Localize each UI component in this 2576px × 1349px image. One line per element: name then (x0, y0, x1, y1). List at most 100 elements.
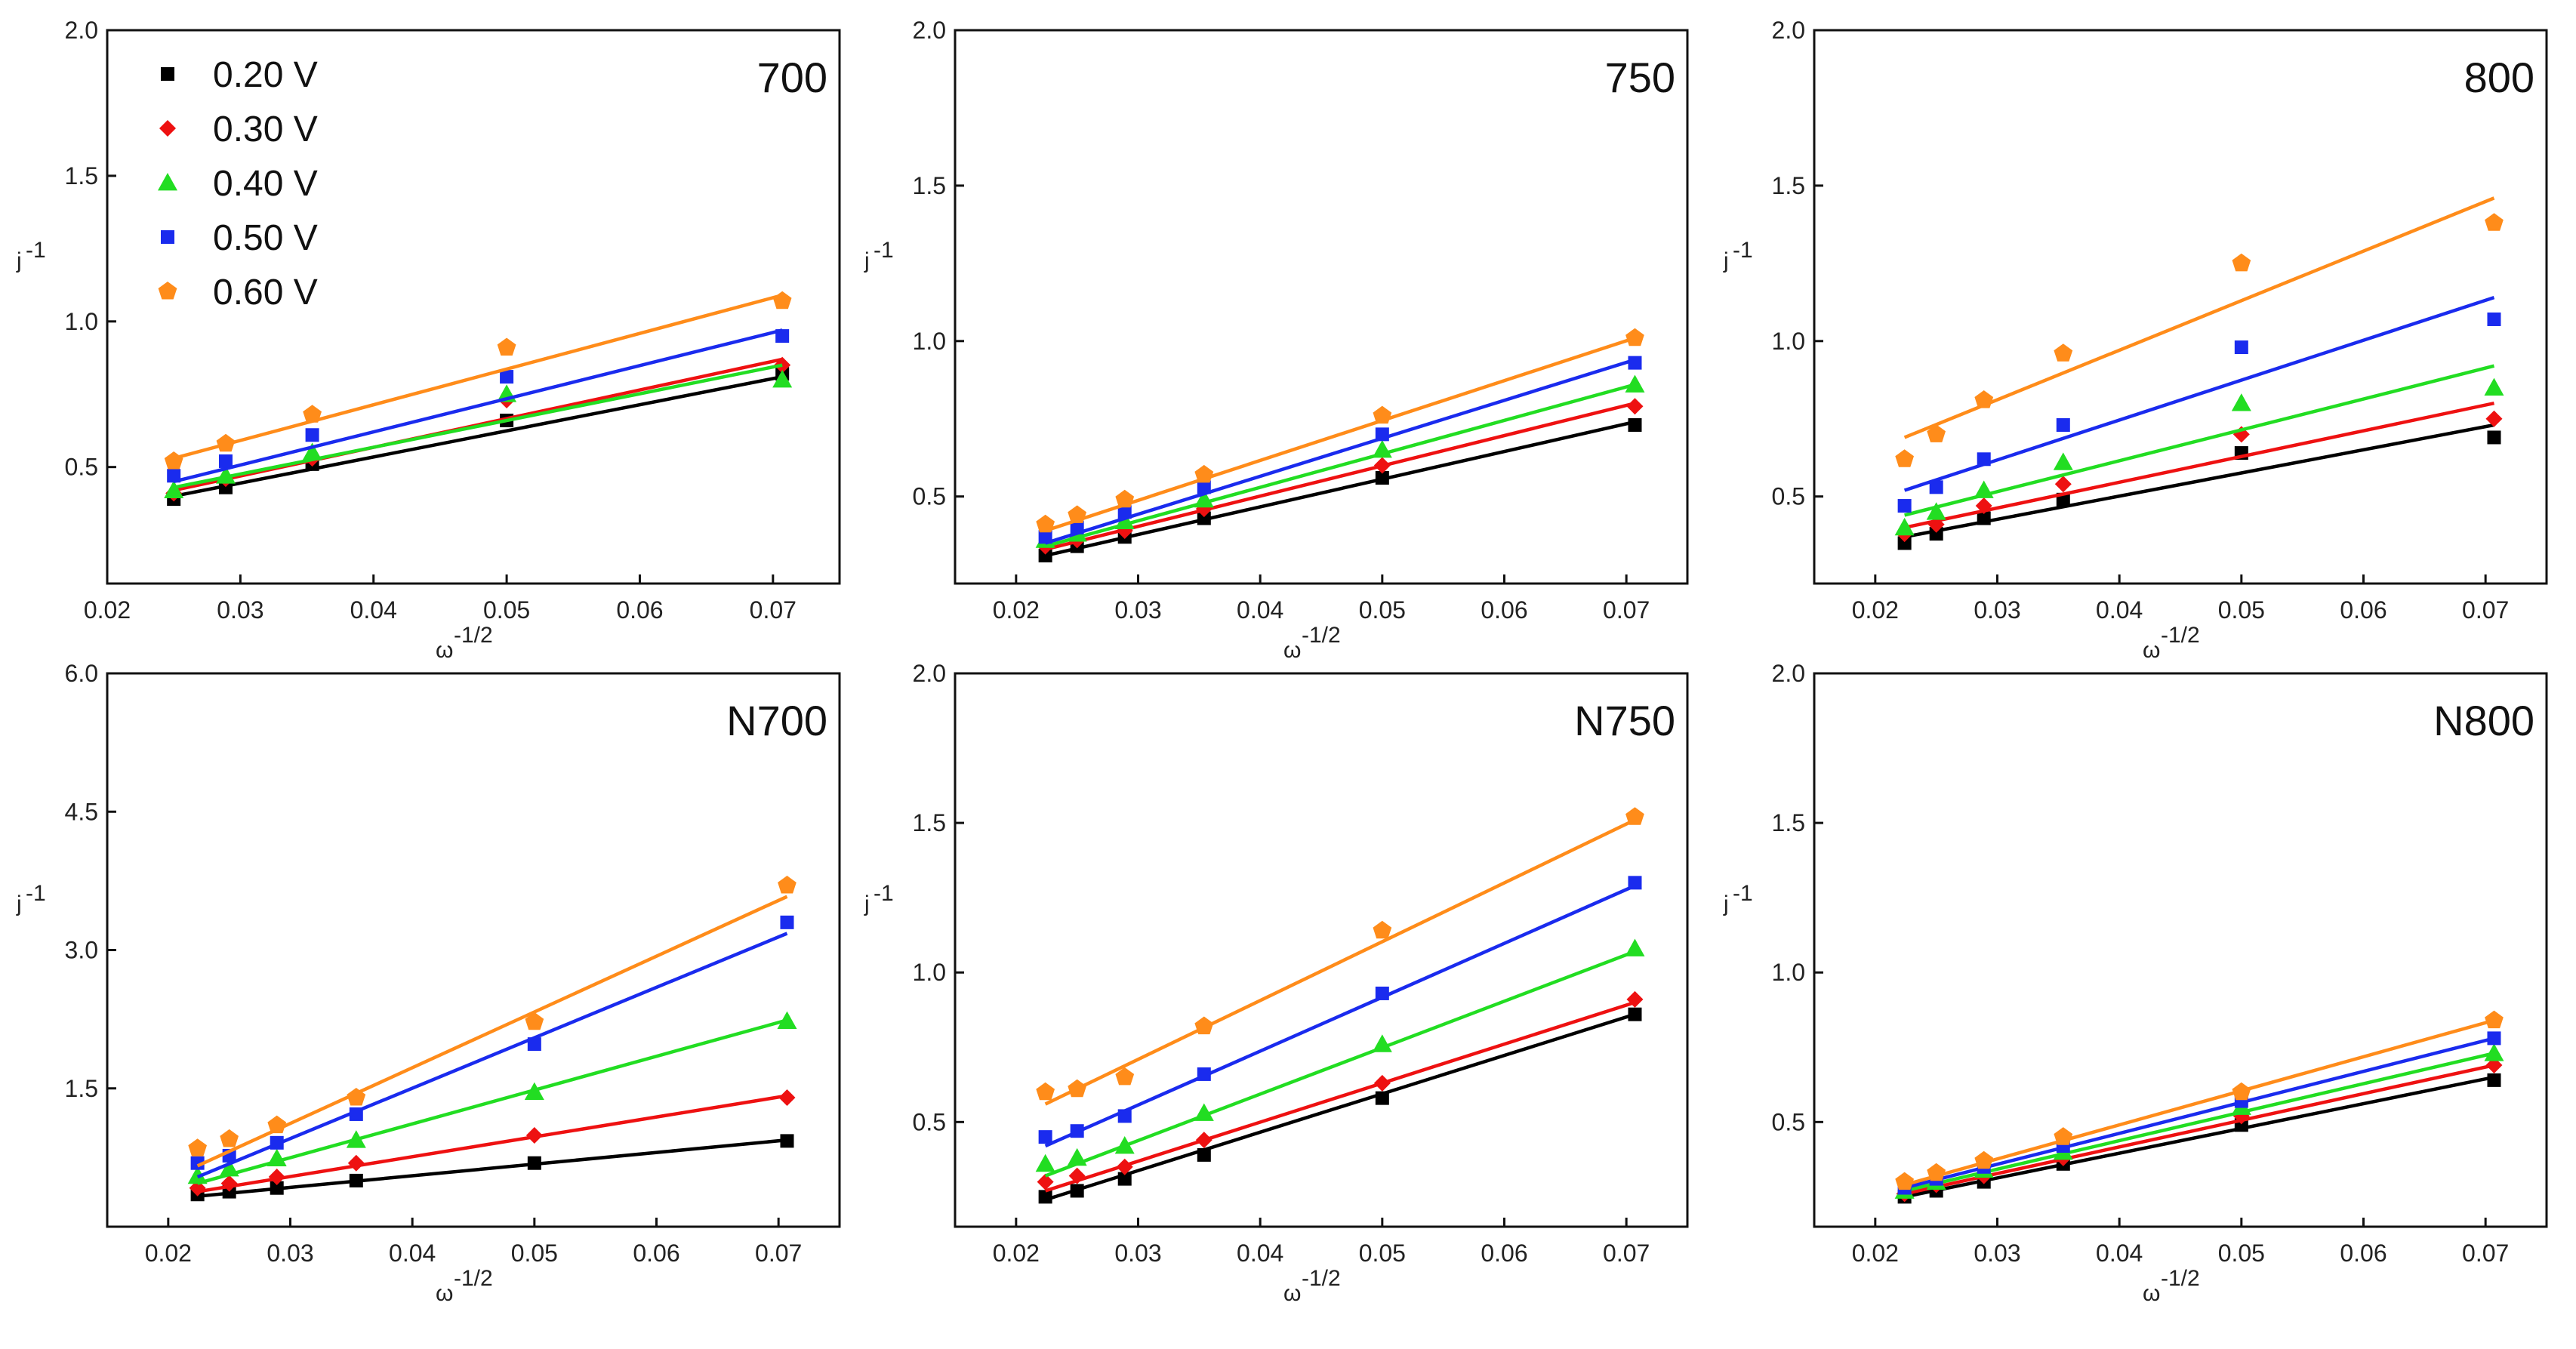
fit-line (173, 363, 783, 489)
y-tick-label: 0.5 (1772, 483, 1805, 510)
legend-marker (158, 173, 177, 191)
y-tick-label: 1.5 (913, 809, 946, 836)
fit-line (1045, 401, 1636, 551)
series-050 (1897, 296, 2501, 513)
data-point (2053, 452, 2073, 470)
data-point (303, 405, 322, 423)
data-point (1372, 1034, 1392, 1052)
data-point (2054, 476, 2072, 493)
x-tick-label: 0.03 (1114, 1240, 1161, 1267)
data-point (216, 433, 236, 452)
series-060 (188, 876, 797, 1168)
data-point (1375, 1091, 1389, 1105)
data-point (2485, 410, 2503, 427)
x-tick-label: 0.05 (483, 596, 530, 624)
y-tick-label: 1.5 (65, 1075, 98, 1102)
fit-line (1045, 420, 1635, 558)
data-point (2487, 430, 2501, 445)
data-point (347, 1154, 365, 1172)
fit-line (1904, 364, 2495, 517)
data-point (218, 454, 233, 468)
data-point (305, 428, 319, 442)
series-030 (1037, 990, 1644, 1193)
x-tick-label: 0.06 (1481, 596, 1527, 624)
data-point (500, 370, 514, 384)
data-point (270, 1181, 284, 1195)
x-tick-label: 0.06 (616, 596, 663, 624)
x-axis-label-exponent: -1/2 (454, 1266, 493, 1291)
y-axis-label-exponent: -1 (1733, 238, 1753, 263)
data-point (778, 876, 797, 894)
data-point (1373, 920, 1392, 939)
data-point (1116, 1158, 1133, 1175)
x-tick-label: 0.02 (993, 1240, 1040, 1267)
y-tick-label: 1.0 (1772, 959, 1805, 986)
fit-line (173, 328, 783, 484)
x-tick-label: 0.06 (633, 1240, 679, 1267)
y-axis-label-exponent: -1 (874, 238, 894, 263)
y-axis-label-exponent: -1 (874, 881, 894, 906)
data-point (220, 1175, 238, 1192)
series-020 (1897, 1073, 2501, 1204)
fit-line (1903, 196, 2495, 439)
data-point (347, 1088, 366, 1106)
data-point (1929, 527, 1943, 541)
data-point (1974, 390, 1994, 408)
legend-label: 0.50 V (213, 218, 318, 258)
y-tick-label: 2.0 (913, 17, 946, 44)
x-tick-label: 0.03 (1974, 1240, 2020, 1267)
y-axis-label: j (1723, 892, 1729, 916)
data-point (525, 1127, 543, 1144)
data-point (1628, 876, 1642, 890)
x-tick-label: 0.07 (2462, 1240, 2509, 1267)
fit-line (1904, 423, 2494, 539)
chart-panel-n800: 0.02 0.03 0.04 0.05 0.06 0.07 0.5 1.0 1.5 2.0 ω-1/… (1723, 660, 2548, 1306)
plot-frame (106, 29, 841, 585)
fit-line (1044, 1000, 1636, 1193)
x-tick-label: 0.04 (1237, 596, 1283, 624)
fit-line (1904, 1063, 2494, 1196)
x-tick-label: 0.07 (1603, 596, 1650, 624)
x-tick-label: 0.04 (2096, 1240, 2143, 1267)
data-point (1068, 505, 1086, 523)
legend-marker (161, 230, 174, 244)
fit-line (1903, 296, 2495, 492)
series-050 (1038, 356, 1642, 545)
data-point (524, 1082, 544, 1101)
data-point (1375, 986, 1389, 1000)
panel-title: 700 (757, 54, 827, 101)
data-point (1975, 497, 1992, 515)
data-point (527, 1156, 541, 1170)
fit-line (1044, 950, 1636, 1178)
data-point (1375, 427, 1389, 442)
series-060 (164, 291, 792, 470)
data-point (1035, 1153, 1055, 1172)
y-axis-label: j (864, 892, 870, 916)
data-point (1194, 1016, 1214, 1035)
y-tick-label: 2.0 (913, 660, 946, 687)
y-tick-label: 2.0 (65, 17, 98, 44)
data-point (349, 1173, 363, 1187)
data-point (2487, 312, 2501, 326)
y-tick-label: 4.5 (65, 798, 98, 825)
x-axis-label: ω (2143, 1281, 2160, 1306)
y-axis-label-exponent: -1 (1733, 881, 1753, 906)
data-point (1977, 452, 1991, 467)
x-tick-label: 0.05 (2218, 1240, 2265, 1267)
data-point (772, 291, 792, 310)
plot-frame (106, 672, 841, 1228)
y-axis-label: j (1723, 248, 1729, 273)
fit-line (1044, 1012, 1636, 1202)
data-point (2487, 1073, 2501, 1087)
data-point (2484, 1043, 2504, 1061)
data-point (1195, 1132, 1213, 1149)
data-point (1114, 511, 1135, 530)
data-point (219, 1159, 239, 1177)
panel-title: N800 (2433, 697, 2534, 744)
data-point (1194, 464, 1214, 483)
y-tick-label: 1.5 (1772, 172, 1805, 199)
data-point (215, 466, 236, 484)
series-020 (1038, 417, 1642, 562)
data-point (164, 451, 183, 470)
x-axis-label: ω (1283, 1281, 1301, 1306)
